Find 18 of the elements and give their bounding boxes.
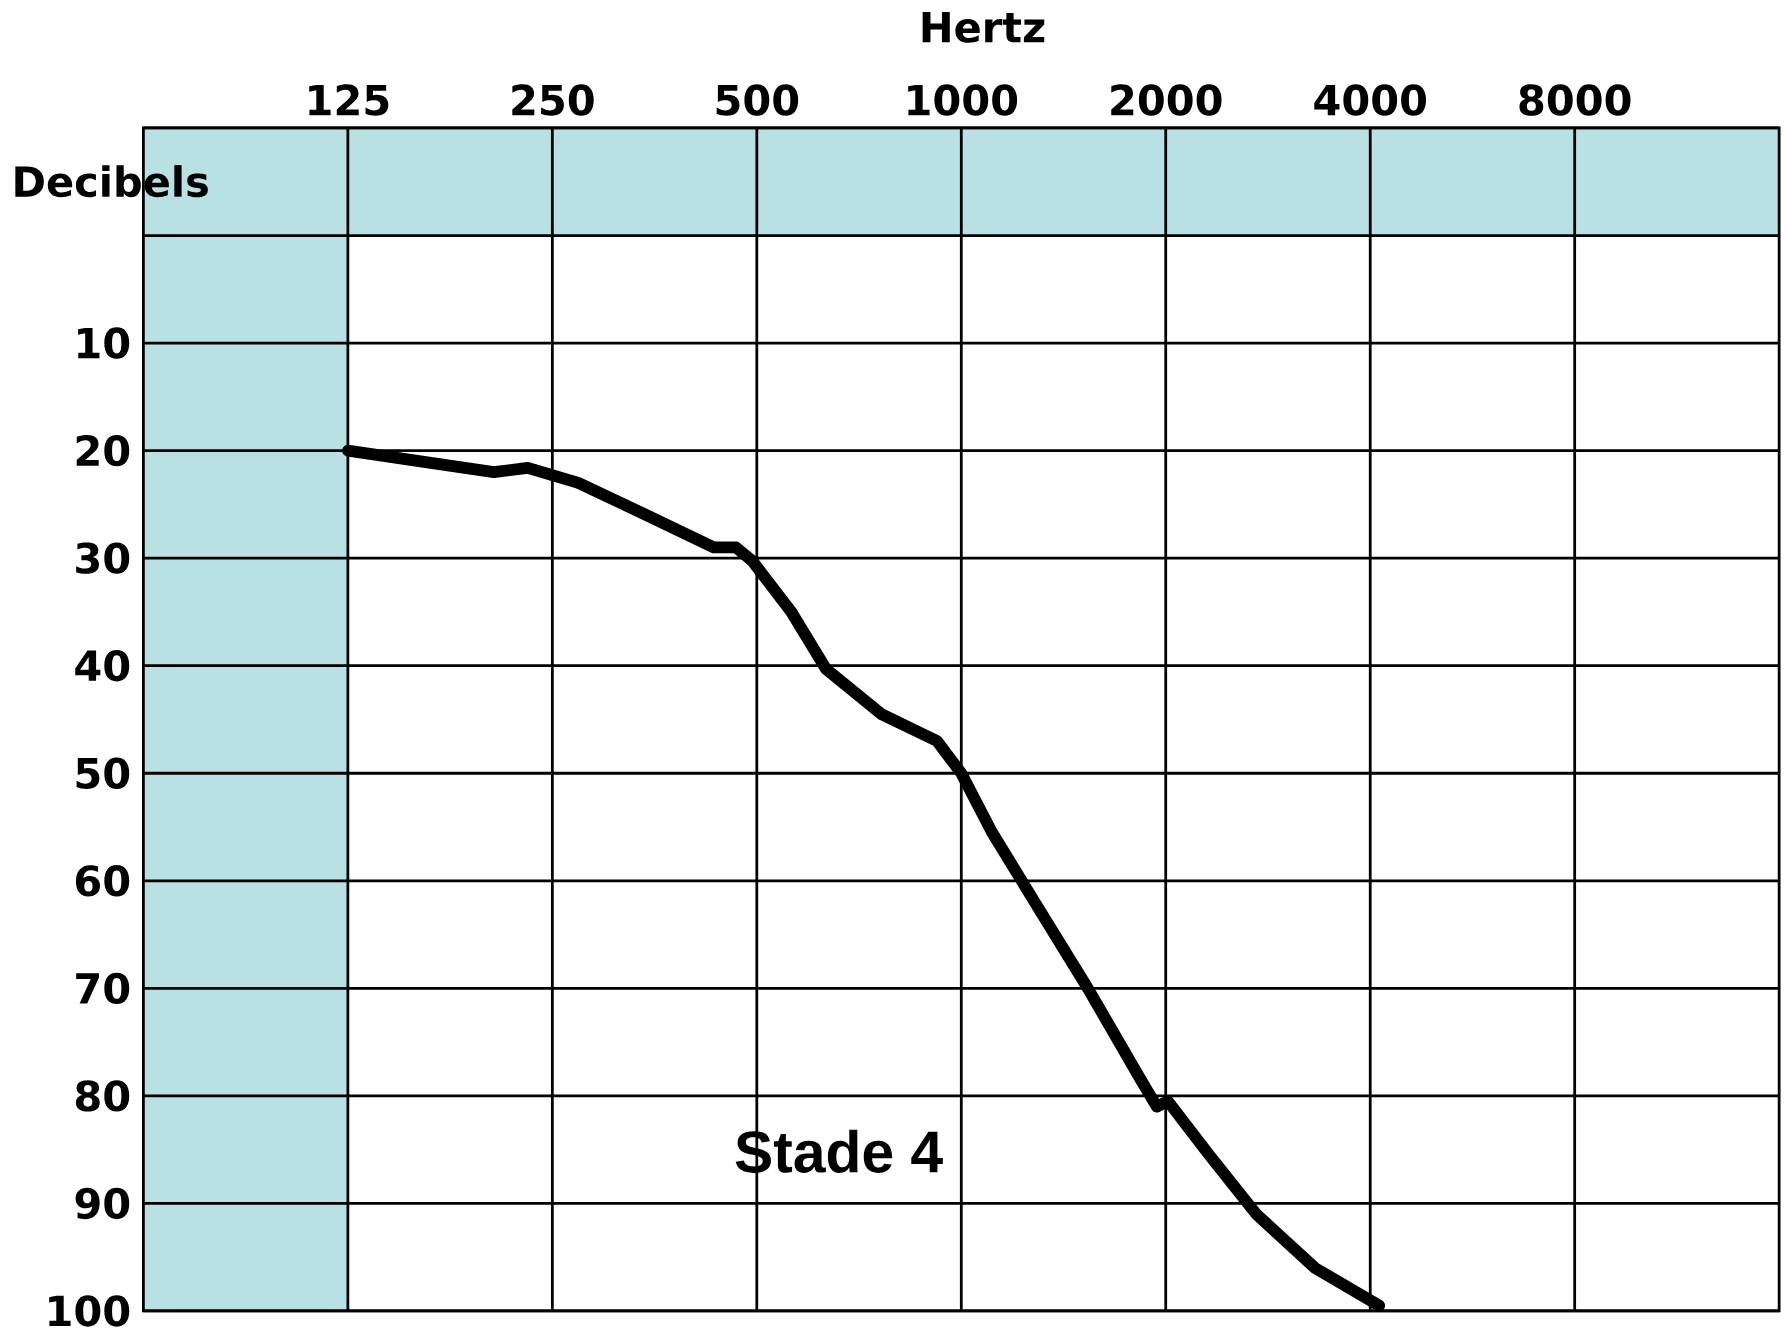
x-tick-label: 1000 bbox=[908, 84, 1018, 116]
y-tick-label: 30 bbox=[76, 542, 130, 574]
y-tick-label: 70 bbox=[76, 972, 130, 1004]
x-axis-title: Hertz bbox=[922, 11, 1045, 43]
y-tick-label: 90 bbox=[75, 1187, 130, 1220]
y-tick-label: 50 bbox=[76, 757, 130, 789]
x-tick-label: 8000 bbox=[1519, 84, 1631, 116]
y-tick-label: 60 bbox=[75, 864, 130, 897]
y-tick-label: 10 bbox=[78, 327, 130, 359]
y-tick-label: 40 bbox=[75, 649, 130, 682]
y-tick-label: 100 bbox=[49, 1295, 130, 1327]
x-tick-label: 2000 bbox=[1111, 84, 1222, 116]
x-tick-label: 250 bbox=[512, 84, 594, 116]
x-tick-label: 125 bbox=[309, 84, 389, 116]
x-tick-label: 500 bbox=[716, 84, 799, 116]
y-tick-label: 80 bbox=[75, 1080, 130, 1112]
x-tick-label: 4000 bbox=[1314, 84, 1427, 116]
y-tick-label: 20 bbox=[76, 434, 130, 467]
